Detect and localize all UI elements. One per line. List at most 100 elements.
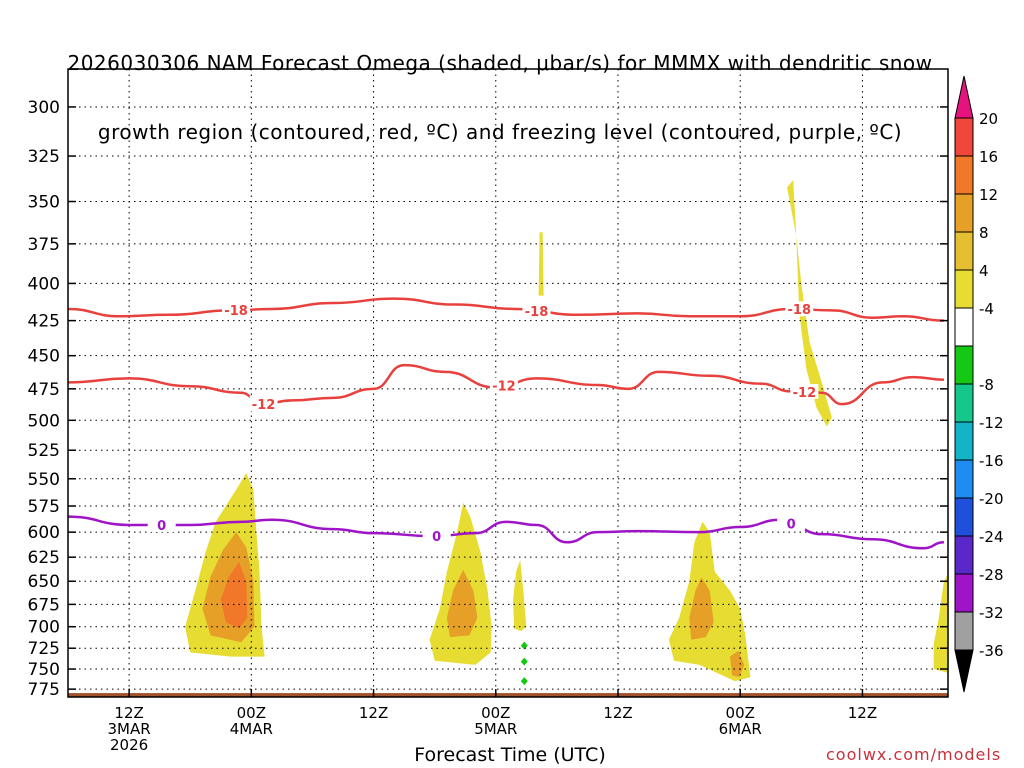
omega-8to12-d3b (730, 650, 745, 678)
dendritic-minus12-label-1: -12 (492, 380, 516, 395)
colorbar-band-3 (954, 231, 974, 271)
x-tick-label-30-line1: 12Z (359, 704, 388, 722)
y-tick-label-775: 775 (28, 680, 60, 700)
dendritic-minus18-label-0: -18 (224, 304, 248, 319)
y-tick-label-650: 650 (28, 572, 60, 592)
x-tick-label-6-line1: 12Z (114, 704, 143, 722)
freezing-level-0-label-bg-1 (422, 528, 451, 544)
dendritic-minus12-label-2: -12 (793, 386, 817, 401)
x-tick-label-18-line1: 00Z (237, 704, 266, 722)
neg-omega-2 (520, 657, 528, 666)
y-tick-label-425: 425 (28, 312, 60, 332)
freezing-level-0-line (68, 515, 944, 550)
colorbar-band-10 (954, 497, 974, 537)
y-tick-label-700: 700 (28, 618, 60, 638)
y-tick-label-550: 550 (28, 470, 60, 490)
colorbar-label-12: -32 (979, 604, 1004, 622)
x-tick-label-6-line3: 2026 (110, 736, 148, 754)
colorbar-band-2 (954, 193, 974, 233)
chart-title-line2: growth region (contoured, red, ºC) and f… (97, 120, 903, 144)
y-tick-label-625: 625 (28, 548, 60, 568)
neg-omega-3 (520, 677, 528, 686)
terrain (68, 693, 948, 697)
colorbar-band-7 (954, 383, 974, 423)
x-tick-label-42-line1: 00Z (481, 704, 510, 722)
y-tick-label-450: 450 (28, 347, 60, 367)
colorbar-band-6 (954, 345, 974, 385)
credit-link[interactable]: coolwx.com/models (826, 745, 1002, 764)
freezing-level-0-label-2: 0 (787, 517, 796, 532)
colorbar-band-0 (954, 117, 974, 157)
y-tick-label-675: 675 (28, 595, 60, 615)
omega-4to8-thin (538, 232, 544, 296)
freezing-level-0-label-1: 0 (432, 530, 441, 545)
y-tick-label-525: 525 (28, 441, 60, 461)
colorbar-band-8 (954, 421, 974, 461)
y-tick-label-375: 375 (28, 235, 60, 255)
y-axis: 300 325 350 375 400 425 450 475 500 525 550 575 600 6… (28, 98, 948, 700)
colorbar-band-13 (954, 611, 974, 651)
contour-layer: -18 -18 -18 -12 -12 -12 0 0 0 (68, 297, 944, 550)
plot-frame (67, 68, 949, 698)
x-tick-label-6-line2: 3MAR (108, 720, 151, 738)
omega-4to8-s2 (513, 560, 527, 632)
neg-omega-1 (520, 641, 528, 650)
freezing-level-0-label-bg-2 (777, 515, 806, 531)
dendritic-minus12-label-bg-1 (489, 377, 518, 393)
colorbar: 20 16 12 8 4 -4 -8 -12 -16 -20 -24 -28 -32 -36 (954, 75, 1004, 693)
colorbar-band-1 (954, 155, 974, 195)
y-tick-label-350: 350 (28, 193, 60, 213)
y-tick-label-575: 575 (28, 497, 60, 517)
colorbar-label-11: -28 (979, 566, 1004, 584)
colorbar-band-9 (954, 459, 974, 499)
colorbar-label-7: -12 (979, 414, 1004, 432)
colorbar-label-10: -24 (979, 528, 1004, 546)
colorbar-top-arrow (954, 75, 974, 119)
omega-4to8-edge (933, 573, 948, 673)
freezing-level-0-label-bg-0 (147, 516, 176, 532)
dendritic-minus12-label-bg-2 (790, 383, 819, 399)
y-tick-label-750: 750 (28, 660, 60, 680)
terrain-layer (68, 693, 948, 697)
x-tick-label-78-line1: 12Z (848, 704, 877, 722)
x-tick-label-66-line2: 6MAR (719, 720, 762, 738)
x-tick-label-54-line1: 12Z (603, 704, 632, 722)
colorbar-label-3: 8 (979, 224, 989, 242)
x-tick-label-66-line1: 00Z (726, 704, 755, 722)
dendritic-minus18-label-bg-0 (222, 302, 251, 318)
colorbar-label-9: -20 (979, 490, 1004, 508)
y-tick-label-300: 300 (28, 98, 60, 118)
colorbar-band-5 (954, 307, 974, 347)
omega-8to12-d2 (446, 569, 478, 638)
dendritic-minus12-label-bg-0 (249, 395, 278, 411)
colorbar-band-4 (954, 269, 974, 309)
dendritic-minus18-label-1: -18 (525, 305, 549, 320)
y-tick-label-725: 725 (28, 639, 60, 659)
colorbar-bottom-arrow (954, 649, 974, 693)
x-axis-title: Forecast Time (UTC) (414, 744, 606, 766)
y-tick-label-400: 400 (28, 274, 60, 294)
colorbar-band-11 (954, 535, 974, 575)
colorbar-label-13: -36 (979, 642, 1004, 660)
y-tick-label-500: 500 (28, 411, 60, 431)
dendritic-minus18-label-bg-1 (522, 302, 551, 318)
x-tick-label-42-line2: 5MAR (474, 720, 517, 738)
x-tick-label-18-line2: 4MAR (230, 720, 273, 738)
dendritic-minus12-label-0: -12 (252, 398, 276, 413)
freezing-level-0-label-0: 0 (157, 519, 166, 534)
omega-shading-layer (185, 180, 948, 686)
y-tick-label-475: 475 (28, 380, 60, 400)
dendritic-minus18-label-2: -18 (788, 303, 812, 318)
omega-4to8-upper (787, 180, 832, 427)
colorbar-label-8: -16 (979, 452, 1004, 470)
colorbar-label-6: -8 (979, 376, 994, 394)
colorbar-label-1: 16 (979, 148, 998, 166)
colorbar-label-4: 4 (979, 262, 989, 280)
y-tick-label-325: 325 (28, 147, 60, 167)
omega-8to12-d3 (689, 577, 714, 640)
y-tick-label-600: 600 (28, 523, 60, 543)
colorbar-band-12 (954, 573, 974, 613)
colorbar-label-2: 12 (979, 186, 998, 204)
